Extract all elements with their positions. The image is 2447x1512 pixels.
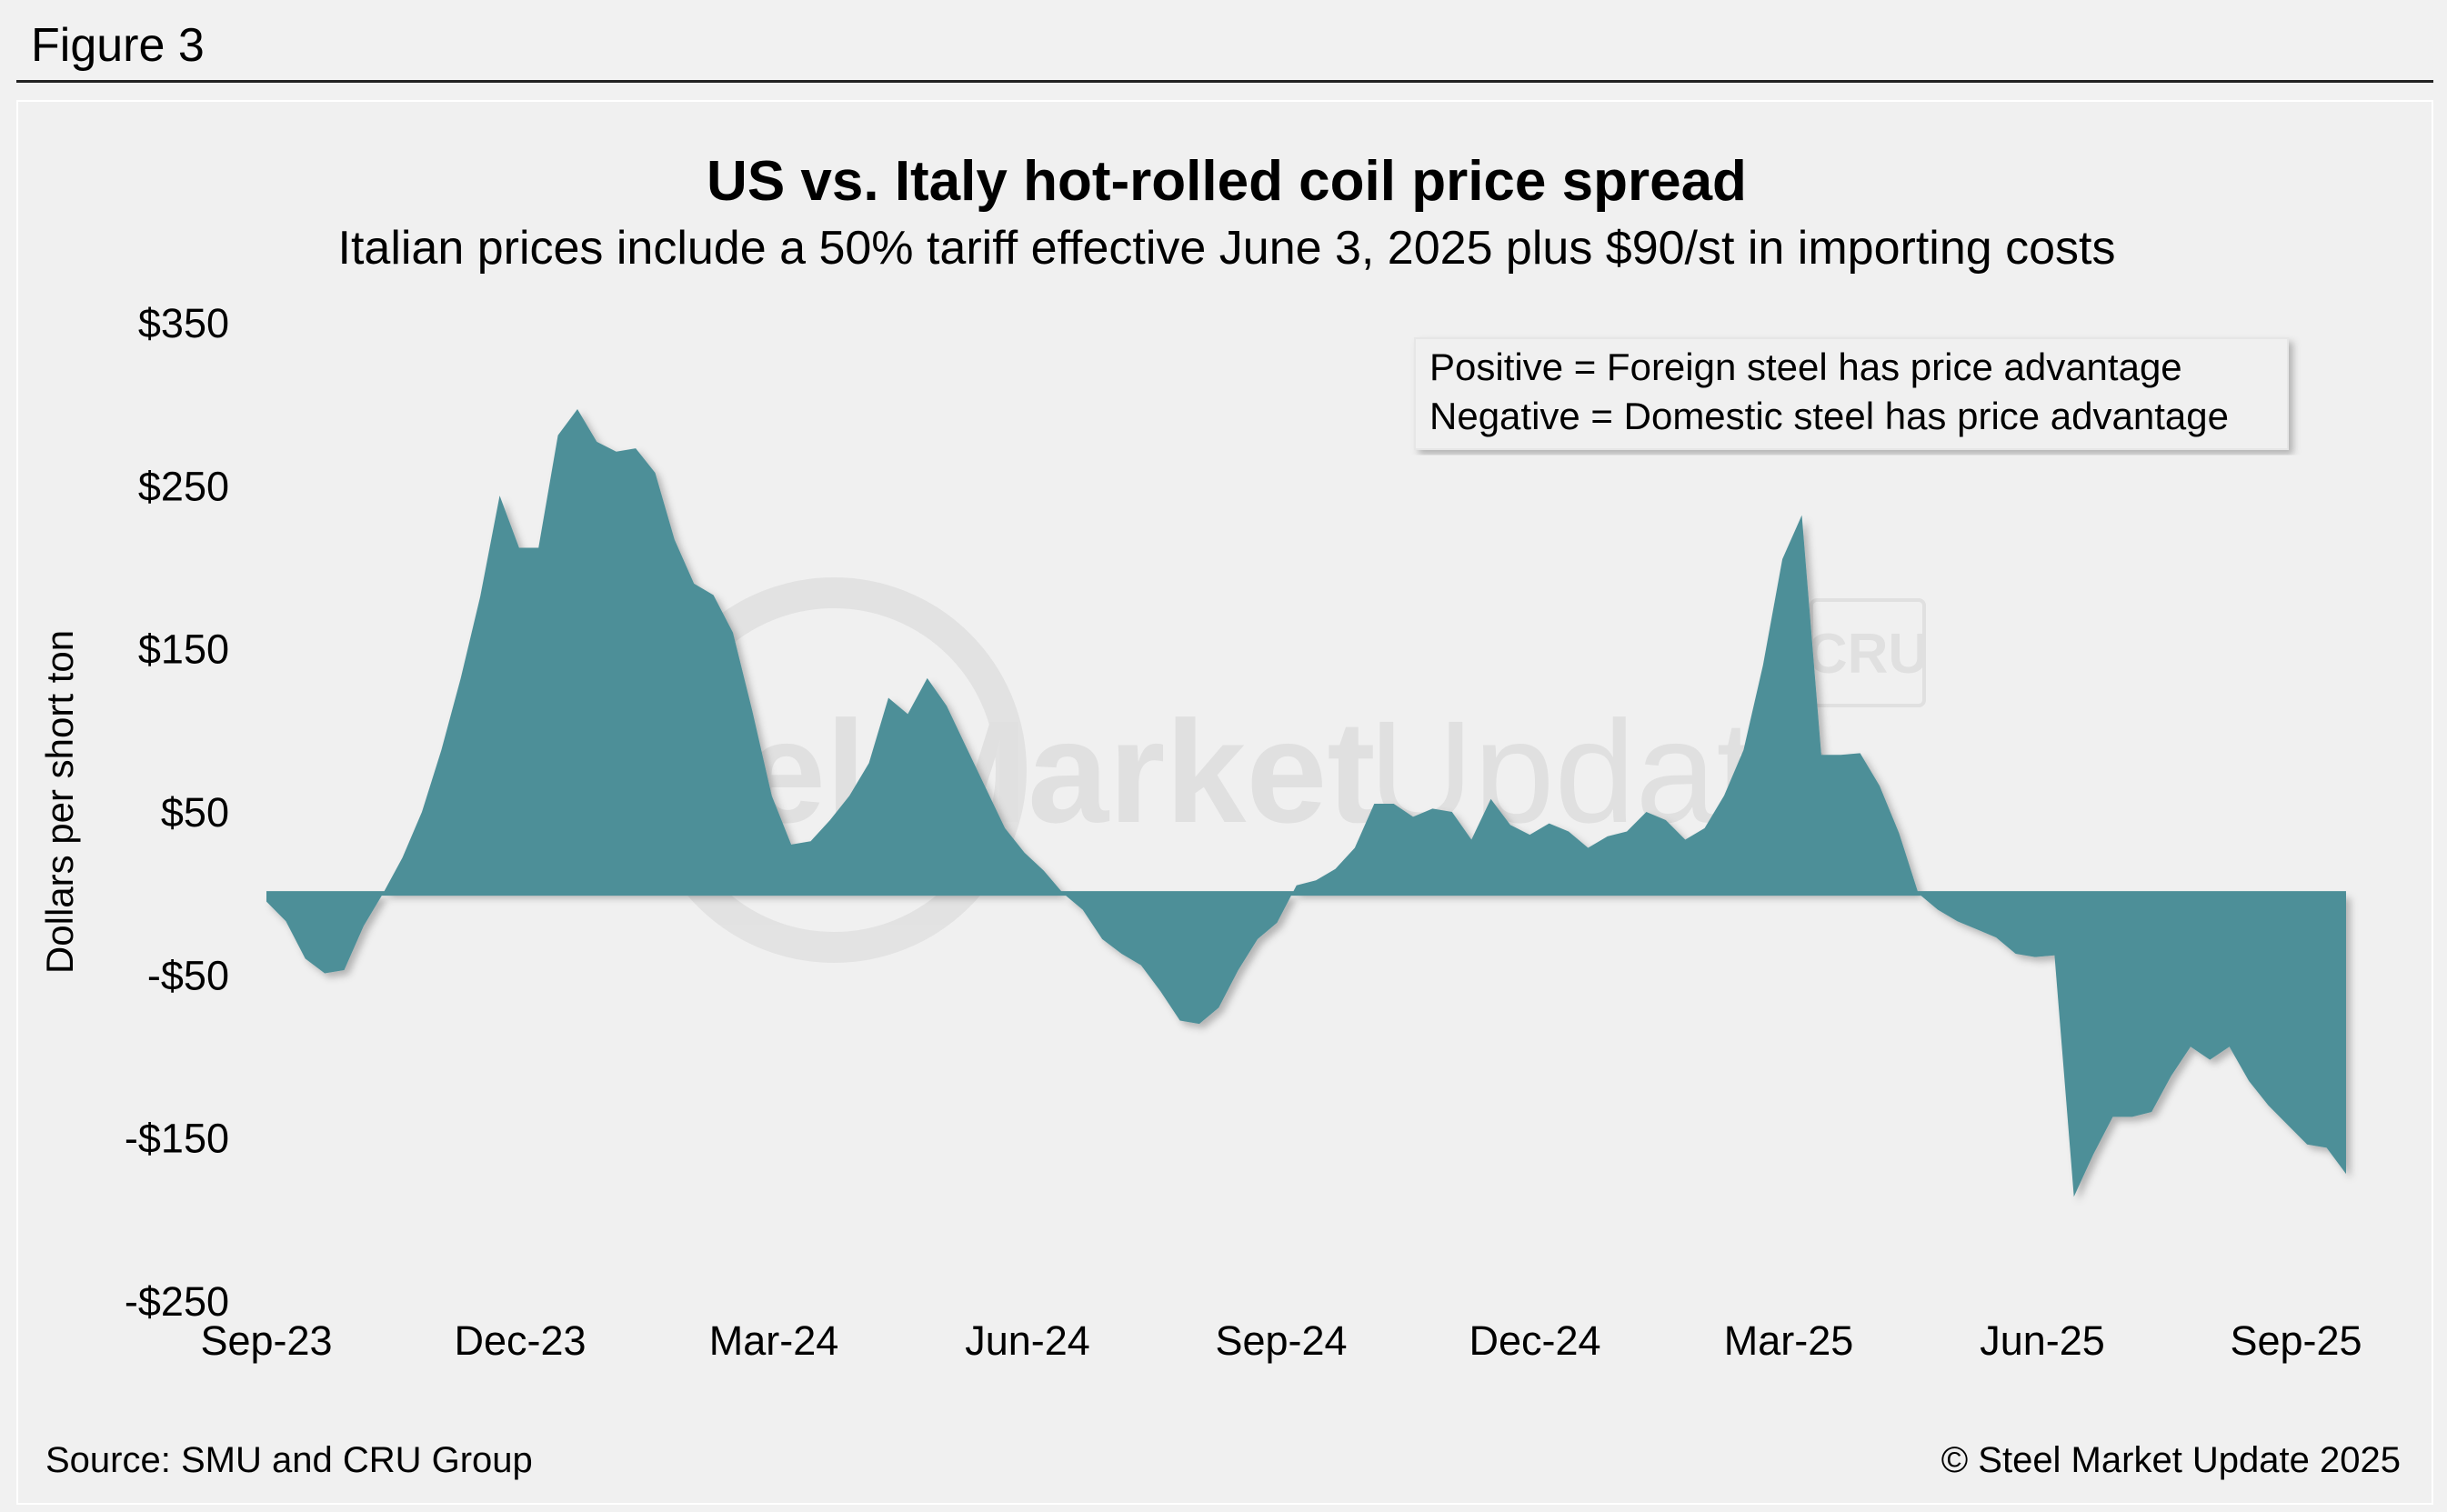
source-note: Source: SMU and CRU Group <box>45 1440 533 1480</box>
y-tick-label: -$150 <box>125 1116 229 1162</box>
x-tick-label: Jun-24 <box>965 1317 1090 1364</box>
x-tick-label: Dec-23 <box>454 1317 586 1364</box>
chart-subtitle: Italian prices include a 50% tariff effe… <box>338 222 2116 275</box>
annotation-box <box>1414 337 2289 450</box>
x-tick-label: Dec-24 <box>1469 1317 1600 1364</box>
chart-svg: Steel Market Update CRU US vs. Italy hot… <box>38 150 2401 1480</box>
top-rule <box>16 80 2433 83</box>
watermark-badge-text: CRU <box>1807 623 1929 686</box>
annotation-box-bg <box>1414 337 2289 450</box>
copyright-note: © Steel Market Update 2025 <box>1941 1440 2401 1480</box>
y-tick-label: -$50 <box>147 952 229 998</box>
y-axis-label: Dollars per short ton <box>38 630 81 974</box>
chart-panel: Steel Market Update CRU US vs. Italy hot… <box>16 100 2433 1505</box>
annotation-negative: Negative = Domestic steel has price adva… <box>1429 395 2229 437</box>
x-tick-label: Sep-23 <box>200 1317 332 1364</box>
x-tick-label: Sep-24 <box>1215 1317 1347 1364</box>
x-tick-label: Jun-25 <box>1980 1317 2105 1364</box>
y-tick-labels: $350 $250 $150 $50 -$50 -$150 -$250 <box>125 300 229 1325</box>
y-tick-label: -$250 <box>125 1278 229 1325</box>
x-tick-label: Sep-25 <box>2230 1317 2362 1364</box>
figure-label: Figure 3 <box>31 19 205 72</box>
series-area <box>266 409 2346 1197</box>
y-tick-label: $150 <box>138 626 229 673</box>
annotation-positive: Positive = Foreign steel has price advan… <box>1429 345 2182 388</box>
chart-title: US vs. Italy hot-rolled coil price sprea… <box>707 150 1747 213</box>
x-tick-label: Mar-24 <box>709 1317 839 1364</box>
y-tick-label: $350 <box>138 300 229 346</box>
x-tick-label: Mar-25 <box>1724 1317 1854 1364</box>
x-tick-labels: Sep-23 Dec-23 Mar-24 Jun-24 Sep-24 Dec-24 Mar-… <box>200 1317 2362 1364</box>
y-tick-label: $50 <box>161 789 229 836</box>
y-tick-label: $250 <box>138 463 229 509</box>
